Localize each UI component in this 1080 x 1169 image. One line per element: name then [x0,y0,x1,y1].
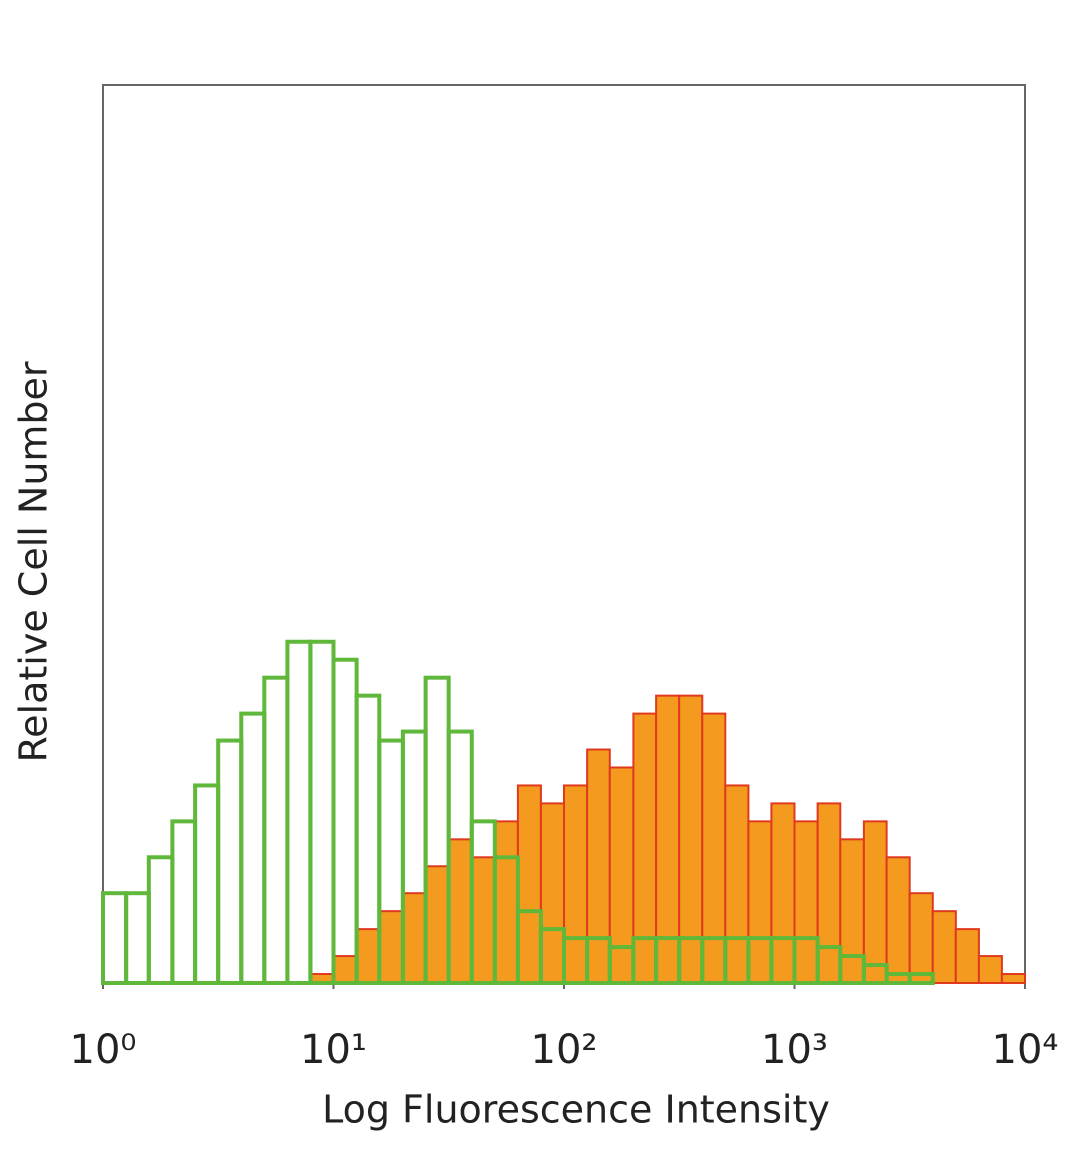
histogram-bar [1000,973,1027,985]
histogram-bar [470,856,496,985]
histogram-bar [816,802,842,985]
histogram-bar [332,955,358,984]
histogram-bar [146,855,175,986]
histogram-bar [608,766,635,984]
histogram-bar [378,910,404,984]
histogram-bar [701,712,727,984]
histogram-bar [447,838,473,984]
histogram-bar [401,892,427,985]
histogram-bar [839,838,865,984]
histogram-bar [539,802,566,985]
x-axis-title: Log Fluorescence Intensity [322,1088,830,1132]
histogram-bar [331,657,359,985]
histogram-bar [632,712,658,984]
histogram-bar [747,820,773,984]
histogram-bar [907,972,935,986]
x-tick-label: 10² [531,1027,598,1073]
histogram-bar [516,784,542,984]
histogram-bar [793,820,819,984]
histogram-bar [724,784,750,984]
histogram-bar [308,639,336,985]
histogram-bar [193,783,221,985]
histogram-bar [586,748,611,985]
histogram-bar [101,891,129,986]
histogram-bar [885,856,911,985]
histogram-bar [770,802,796,985]
histogram-bar [285,639,313,985]
x-tick-label: 10¹ [300,1027,367,1073]
histogram-bar [908,892,934,985]
histogram-bar [262,675,290,985]
histogram-bar [563,784,589,984]
histogram-bar [239,711,267,985]
histogram-bar [977,955,1003,984]
y-axis-title: Relative Cell Number [12,361,56,762]
histogram-bar [124,891,151,986]
histogram-bar [216,738,244,985]
histogram-bar [424,865,450,985]
histogram-bar [954,928,980,984]
x-tick-label: 10³ [761,1027,828,1073]
x-tick-label: 10⁴ [992,1027,1059,1073]
histogram-bar [862,820,888,984]
histogram-bar [170,819,198,985]
histogram-bar [493,820,519,984]
histogram-bar [355,928,381,984]
x-tick-label: 10⁰ [70,1027,137,1073]
histogram-bar [931,910,957,984]
